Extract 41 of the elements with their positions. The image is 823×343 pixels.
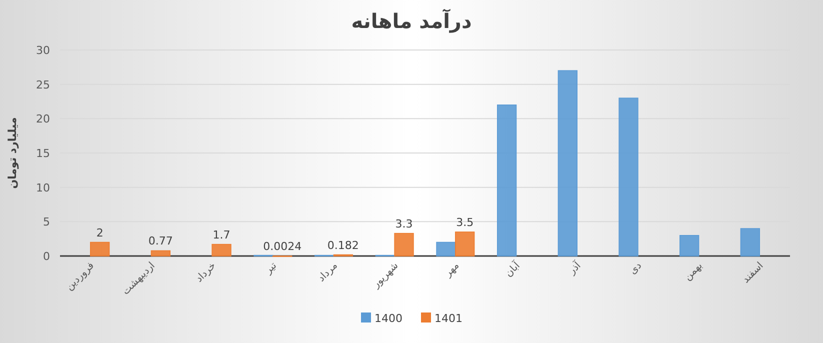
y-tick-label: 20	[36, 112, 50, 126]
x-tick-label: تیر	[262, 260, 280, 277]
data-label: 0.182	[327, 238, 359, 252]
bar	[212, 244, 232, 256]
data-label: 1.7	[212, 228, 230, 242]
bar	[496, 104, 517, 256]
y-axis-title: میلیارد تومان	[6, 117, 19, 189]
x-tick-label: آذر	[564, 258, 584, 278]
bar	[394, 232, 414, 256]
chart-title: درآمد ماهانه	[351, 8, 472, 33]
x-tick-label: شهریور	[370, 260, 401, 291]
bar	[150, 250, 171, 256]
x-tick-label: بهمن	[682, 260, 705, 283]
x-tick-label: اسفند	[740, 260, 766, 286]
y-tick-label: 0	[43, 250, 50, 263]
x-tick-label: فروردین	[64, 260, 97, 293]
bar	[558, 70, 578, 256]
data-label: 3.3	[395, 217, 413, 230]
bar	[90, 242, 110, 256]
data-label: 3.5	[456, 216, 474, 229]
x-tick-label: دی	[628, 260, 644, 277]
x-tick-label: مهر	[442, 260, 462, 280]
y-tick-label: 25	[36, 78, 50, 92]
bar	[679, 235, 700, 256]
bar	[455, 232, 475, 256]
data-label: 2	[96, 226, 104, 240]
data-label: 0.77	[148, 234, 173, 248]
bar	[436, 242, 456, 256]
x-tick-label: آبان	[502, 258, 524, 280]
x-tick-label: اردیبهشت	[120, 260, 158, 298]
legend-label: 1401	[434, 312, 462, 325]
y-tick-label: 5	[43, 216, 50, 229]
y-tick-label: 30	[36, 44, 50, 57]
y-tick-label: 10	[36, 181, 50, 194]
bar	[740, 228, 760, 256]
legend-label: 1400	[374, 312, 402, 325]
data-label: 0.0024	[263, 240, 302, 253]
bar	[618, 98, 638, 256]
x-tick-label: مرداد	[316, 260, 340, 284]
y-tick-label: 15	[36, 147, 50, 160]
x-tick-label: خرداد	[194, 260, 218, 285]
